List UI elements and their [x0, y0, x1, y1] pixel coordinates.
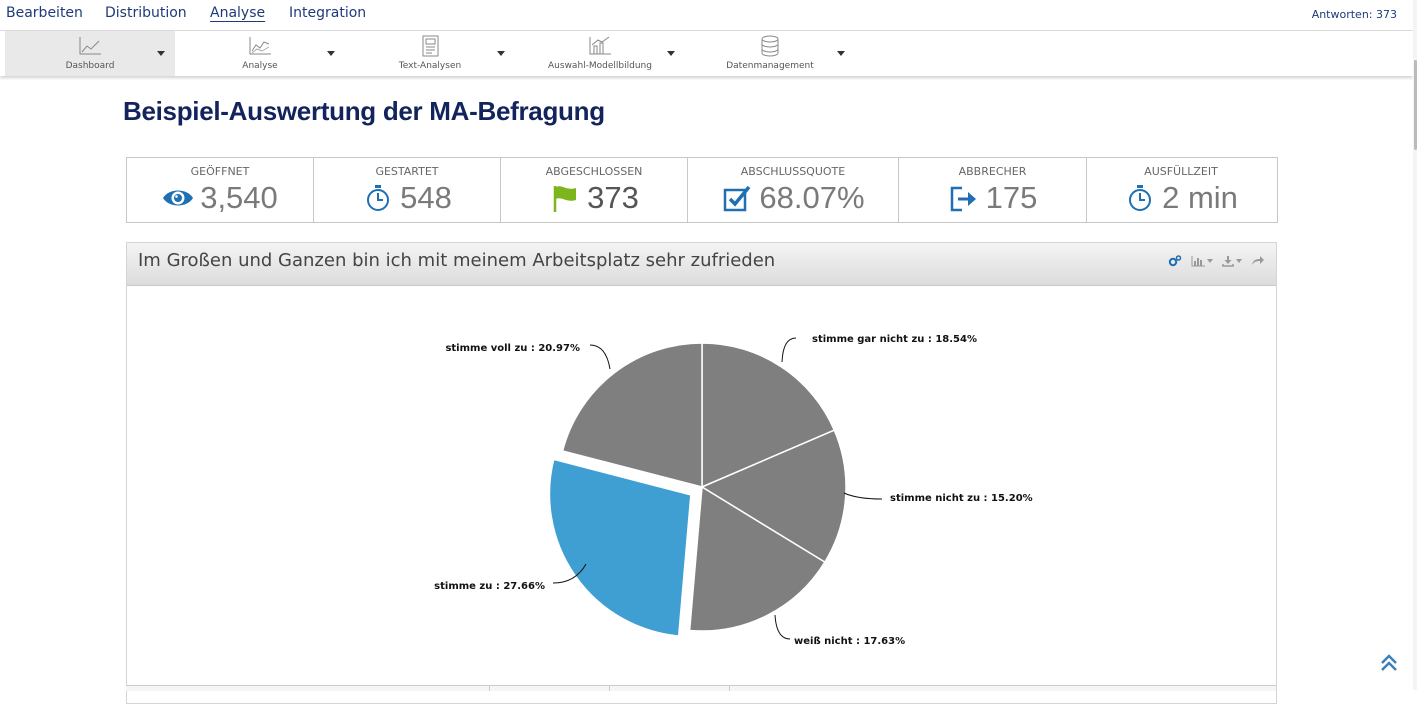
toolbar-text-analysen-label: Text-Analysen [398, 61, 462, 71]
chart-panel: Im Großen und Ganzen bin ich mit meinem … [126, 242, 1277, 704]
toolbar-analyse-label: Analyse [242, 61, 278, 71]
stat-ausfuellzeit: AUSFÜLLZEIT 2 min [1087, 158, 1275, 222]
stat-label: ABGESCHLOSSEN [545, 165, 643, 178]
stat-label: GESTARTET [375, 165, 439, 178]
database-icon [761, 35, 779, 57]
toolbar-auswahl-modellbildung-label: Auswahl-Modellbildung [548, 61, 652, 71]
pie-data-label: stimme nicht zu : 15.20% [890, 493, 1033, 504]
stopwatch-icon [367, 185, 390, 211]
pie-leader-line [552, 563, 587, 584]
trend-chart-icon [249, 37, 271, 55]
toolbar-datenmanagement-label: Datenmanagement [726, 61, 814, 71]
share-icon [1252, 256, 1264, 265]
toolbar-text-analysen[interactable]: Text-Analysen [345, 31, 515, 76]
pie-leader-line [843, 492, 883, 500]
next-panel-edge [126, 685, 1276, 691]
stat-label: AUSFÜLLZEIT [1144, 165, 1218, 178]
checkbox-icon [724, 185, 751, 212]
stat-value: 3,540 [200, 180, 278, 215]
pie-slice-stimme-zu[interactable] [546, 455, 695, 640]
chart-type-icon [1191, 255, 1205, 266]
stopwatch-icon [1129, 185, 1152, 211]
nav-integration[interactable]: Integration [289, 5, 367, 21]
stats-bar: GEÖFFNET 3,540 GESTARTET 548 ABGESCHLOSS… [126, 157, 1278, 223]
pie-leader-line [774, 614, 791, 640]
stat-label: GEÖFFNET [190, 165, 250, 178]
pie-data-label: weiß nicht : 17.63% [794, 636, 905, 647]
stat-abgeschlossen: ABGESCHLOSSEN 373 [501, 158, 688, 222]
pie-leader-line [589, 344, 611, 370]
stat-value: 175 [985, 180, 1038, 215]
settings-button[interactable] [1168, 255, 1182, 267]
scrollbar[interactable] [1413, 0, 1417, 690]
stat-value: 373 [587, 180, 639, 215]
settings-icon [1168, 255, 1182, 267]
download-icon [1222, 255, 1234, 267]
pie-slice-wei-nicht[interactable] [688, 485, 826, 632]
panel-tools [1168, 255, 1264, 267]
stat-value: 548 [400, 180, 452, 215]
toolbar-datenmanagement[interactable]: Datenmanagement [685, 31, 855, 76]
stat-value: 2 min [1162, 180, 1238, 215]
nav-distribution[interactable]: Distribution [105, 5, 187, 21]
flag-icon [553, 186, 577, 212]
share-button[interactable] [1251, 256, 1264, 266]
toolbar: Dashboard Analyse Text-Analysen Auswahl-… [0, 31, 1413, 76]
eye-icon [163, 190, 194, 206]
exit-icon [950, 186, 976, 212]
pie-slice-stimme-voll-zu[interactable] [561, 342, 703, 488]
toolbar-analyse-caret[interactable] [327, 51, 335, 56]
stat-value: 68.07% [759, 180, 865, 215]
stat-abschlussquote: ABSCHLUSSQUOTE 68.07% [688, 158, 899, 222]
model-chart-icon [589, 36, 611, 55]
responses-count: Antworten: 373 [1311, 8, 1397, 21]
download-button[interactable] [1222, 255, 1242, 267]
toolbar-text-analysen-caret[interactable] [497, 51, 505, 56]
stat-label: ABSCHLUSSQUOTE [740, 165, 846, 178]
stat-geoeffnet: GEÖFFNET 3,540 [127, 158, 314, 222]
stat-gestartet: GESTARTET 548 [314, 158, 501, 222]
toolbar-dashboard[interactable]: Dashboard [5, 31, 175, 76]
top-navigation: Bearbeiten Distribution Analyse Integrat… [0, 0, 1413, 31]
toolbar-dashboard-caret[interactable] [157, 51, 165, 56]
pie-data-label: stimme voll zu : 20.97% [445, 343, 580, 354]
stat-label: ABBRECHER [958, 165, 1027, 178]
toolbar-auswahl-modellbildung-caret[interactable] [667, 51, 675, 56]
panel-header: Im Großen und Ganzen bin ich mit meinem … [127, 243, 1276, 286]
toolbar-auswahl-modellbildung[interactable]: Auswahl-Modellbildung [515, 31, 685, 76]
toolbar-analyse[interactable]: Analyse [175, 31, 345, 76]
pie-data-label: stimme gar nicht zu : 18.54% [812, 334, 977, 345]
nav-bearbeiten[interactable]: Bearbeiten [6, 5, 83, 21]
pie-chart: stimme gar nicht zu : 18.54% stimme nicht… [434, 334, 1033, 647]
toolbar-dashboard-label: Dashboard [65, 61, 115, 71]
nav-analyse[interactable]: Analyse [210, 5, 266, 21]
document-icon [422, 35, 439, 57]
page-title: Beispiel-Auswertung der MA-Befragung [123, 96, 605, 126]
stat-abbrecher: ABBRECHER 175 [899, 158, 1087, 222]
scrollbar-thumb[interactable] [1414, 60, 1417, 150]
chart-type-button[interactable] [1191, 255, 1213, 267]
pie-slice-stimme-gar-nicht-zu[interactable] [701, 342, 836, 489]
toolbar-datenmanagement-caret[interactable] [837, 51, 845, 56]
pie-data-label: stimme zu : 27.66% [434, 581, 545, 592]
pie-slice-stimme-nicht-zu[interactable] [700, 429, 847, 564]
pie-leader-line [781, 337, 797, 363]
scroll-to-top-icon[interactable] [1378, 652, 1400, 674]
line-chart-icon [79, 37, 101, 55]
panel-title: Im Großen und Ganzen bin ich mit meinem … [138, 250, 776, 271]
